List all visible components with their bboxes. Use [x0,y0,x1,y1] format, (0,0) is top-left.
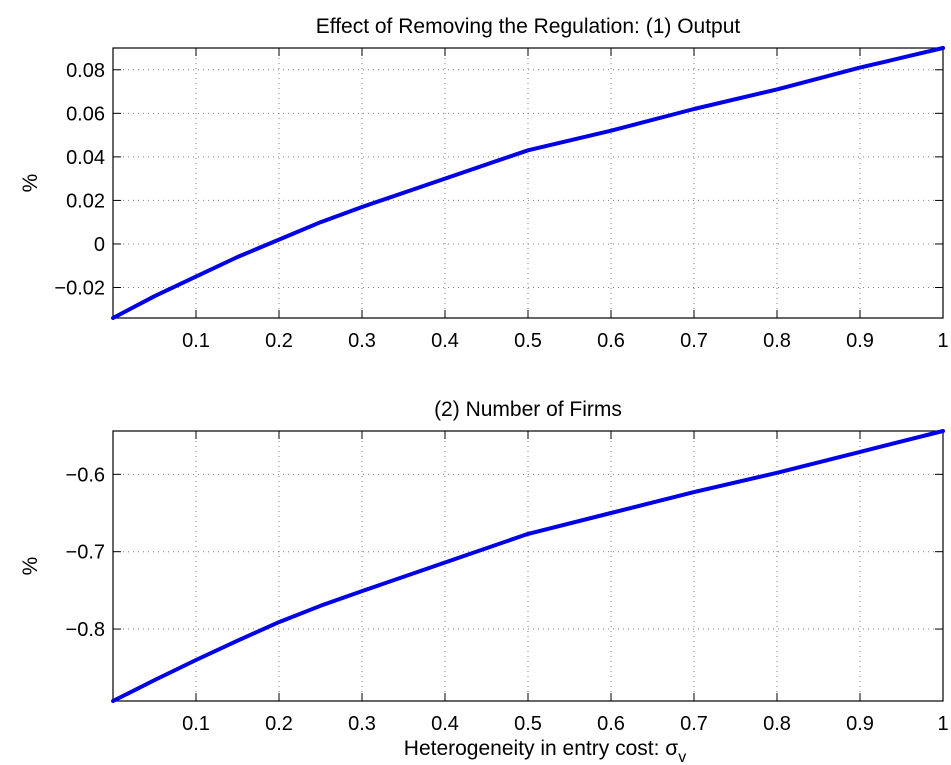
output-y-tick-label: 0.04 [66,147,105,169]
firms-y-tick-label: −0.8 [66,619,105,641]
output-y-tick-label: 0.06 [66,103,105,125]
output-y-tick-label: 0 [94,234,105,256]
firms-x-tick-label: 0.1 [182,713,210,735]
output-x-tick-label: 0.2 [265,330,293,352]
firms-x-tick-label: 0.9 [846,713,874,735]
firms-series-line [111,429,945,703]
x-axis-label-symbol: σ [665,737,678,760]
firms-panel: 0.1 0.2 0.3 0.4 0.5 0.6 0.7 0.8 0.9 1 −0.8 −0.7 −0.6… [19,398,949,735]
output-panel: 0.1 0.2 0.3 0.4 0.5 0.6 0.7 0.8 0.9 1 −0.02 0 0.02 0.… [19,15,949,352]
output-x-tick-label: 0.3 [348,330,376,352]
output-x-tick-label: 0.1 [182,330,210,352]
firms-x-tick-label: 1 [937,713,948,735]
firms-x-tick-label: 0.8 [763,713,791,735]
firms-y-tick-label: −0.6 [66,464,105,486]
firms-x-tick-label: 0.4 [431,713,459,735]
output-x-tick-label: 0.6 [597,330,625,352]
output-x-tick-label: 0.5 [514,330,542,352]
output-x-tick-label: 0.4 [431,330,459,352]
firms-x-tick-label: 0.6 [597,713,625,735]
output-y-tick-label: −0.02 [54,278,105,300]
output-x-tick-label: 0.7 [680,330,708,352]
output-title: Effect of Removing the Regulation: (1) O… [316,15,741,38]
x-axis-label: Heterogeneity in entry cost: σv [404,737,686,765]
x-axis-label-text: Heterogeneity in entry cost: [404,737,665,760]
firms-x-tick-label: 0.2 [265,713,293,735]
x-axis-label-subscript: v [678,749,686,765]
output-y-tick-label: 0.08 [66,60,105,82]
firms-title: (2) Number of Firms [434,398,622,421]
output-x-tick-label: 1 [937,330,948,352]
firms-y-axis-label: % [19,557,42,576]
output-y-tick-label: 0.02 [66,190,105,212]
firms-y-tick-label: −0.7 [66,542,105,564]
output-x-tick-label: 0.9 [846,330,874,352]
firms-x-tick-label: 0.3 [348,713,376,735]
output-y-axis-label: % [19,174,42,193]
firms-x-tick-label: 0.5 [514,713,542,735]
output-x-tick-label: 0.8 [763,330,791,352]
firms-x-tick-label: 0.7 [680,713,708,735]
output-series-line [111,46,945,320]
